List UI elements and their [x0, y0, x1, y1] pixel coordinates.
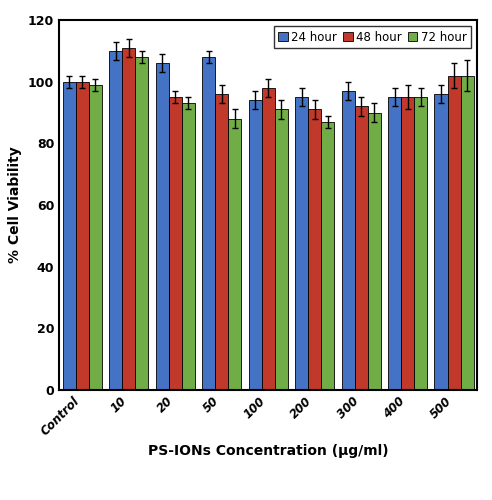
Bar [89, 84, 102, 390]
Bar [321, 122, 334, 390]
Bar [401, 97, 414, 390]
Bar [461, 76, 473, 390]
Bar [355, 106, 368, 390]
Bar [215, 94, 228, 390]
Bar [308, 110, 321, 390]
Bar [228, 118, 241, 390]
Bar [262, 88, 275, 390]
Bar [169, 97, 182, 390]
Bar [63, 82, 76, 390]
Bar [448, 76, 461, 390]
Bar [122, 48, 135, 390]
Bar [388, 97, 401, 390]
Bar [202, 57, 215, 390]
Bar [109, 51, 122, 390]
Bar [155, 63, 169, 390]
Bar [341, 91, 355, 390]
Bar [248, 100, 262, 390]
Bar [182, 104, 195, 390]
X-axis label: PS-IONs Concentration (µg/ml): PS-IONs Concentration (µg/ml) [148, 444, 389, 458]
Bar [434, 94, 448, 390]
Legend: 24 hour, 48 hour, 72 hour: 24 hour, 48 hour, 72 hour [274, 26, 471, 48]
Bar [368, 112, 381, 390]
Bar [414, 97, 427, 390]
Y-axis label: % Cell Viability: % Cell Viability [8, 146, 22, 264]
Bar [275, 110, 288, 390]
Bar [76, 82, 89, 390]
Bar [295, 97, 308, 390]
Bar [135, 57, 148, 390]
